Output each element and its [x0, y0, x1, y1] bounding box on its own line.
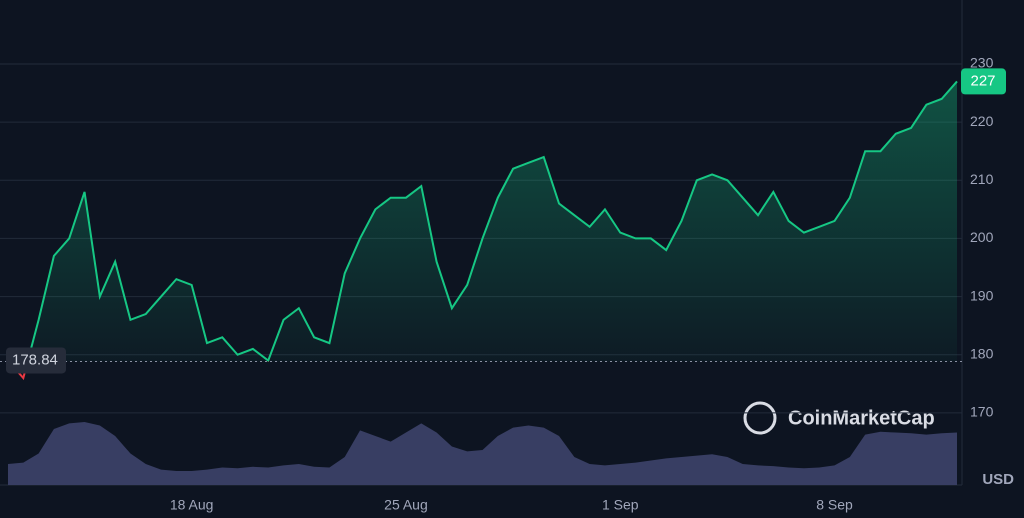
- y-tick-label: 230: [970, 55, 994, 71]
- volume-area: [8, 422, 957, 485]
- x-tick-label: 8 Sep: [816, 497, 853, 513]
- x-tick-label: 1 Sep: [602, 497, 639, 513]
- y-tick-label: 210: [970, 171, 994, 187]
- x-tick-label: 25 Aug: [384, 497, 428, 513]
- reference-label: 178.84: [12, 351, 58, 368]
- currency: USD: [982, 471, 1014, 488]
- logo: [743, 401, 777, 435]
- watermark: CoinMarketCap: [743, 401, 935, 435]
- y-tick-label: 220: [970, 113, 994, 129]
- x-tick-label: 18 Aug: [170, 497, 214, 513]
- watermark-text: CoinMarketCap: [788, 407, 935, 429]
- y-tick-label: 190: [970, 287, 994, 303]
- y-tick-label: 180: [970, 345, 994, 361]
- last-price-bg: [961, 68, 1006, 95]
- price-line: [7, 80, 958, 362]
- reference-label-bg: [6, 347, 66, 374]
- last-price-label: 227: [970, 72, 995, 89]
- y-tick-label: 170: [970, 404, 994, 420]
- price-area: [8, 81, 957, 362]
- y-tick-label: 200: [970, 229, 994, 245]
